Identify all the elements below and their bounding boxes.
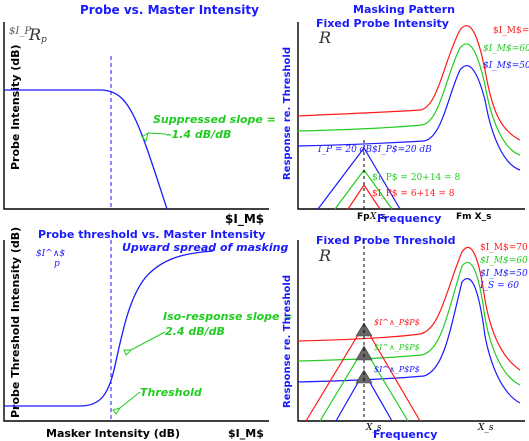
label-masker-50: $I_M$=50 — [483, 61, 529, 71]
label-masker-60: $I_M$=60 — [483, 44, 529, 54]
corner-label: $I_P — [9, 26, 31, 37]
fm-label: Fm X_s — [456, 212, 491, 222]
panel-probe-vs-masker: Probe vs. Master Intensity Probe Intensi… — [3, 3, 276, 227]
iso-slope-annotation: Iso-response slope = — [163, 310, 293, 323]
y-axis-label: Probe Intensity (dB) — [9, 44, 22, 170]
y-axis-label: Response re. Threshold — [282, 47, 293, 180]
annotation-leader — [147, 132, 167, 135]
spread-label: Upward spread of masking — [122, 241, 288, 254]
x-axis-symbol: $I_M$ — [228, 427, 264, 440]
probe-label-mid: $I_P$=20 dB — [372, 145, 432, 155]
corner-subscript: p — [54, 259, 60, 269]
slope-annotation: Suppressed slope = — [153, 113, 276, 126]
peak-marker-blue — [355, 369, 373, 384]
panel-title: Fixed Probe Threshold — [316, 234, 456, 247]
threshold-curve — [4, 250, 214, 407]
label-masker-50: $I_M$=50 — [480, 269, 528, 279]
probe-label-mid3: $I_P$ = 6+14 = 8 — [372, 189, 455, 199]
peak-label-green: $I^∧_P$P$ — [374, 343, 420, 352]
masker-curve-50 — [297, 277, 521, 404]
axes — [297, 240, 525, 422]
panel-title: Probe vs. Master Intensity — [80, 3, 259, 17]
panel-masking-fixed-probe-threshold: Fixed Probe Threshold Response re. Thres… — [282, 234, 528, 441]
masker-curve-60 — [297, 261, 521, 386]
iso-leader — [130, 331, 166, 351]
label-masker-70: $I_M$=70 — [480, 243, 528, 253]
annotation-arrowhead — [141, 131, 149, 142]
axes — [3, 22, 269, 210]
iso-slope-value: 2.4 dB/dB — [165, 325, 225, 338]
x-axis-label: $I_M$ — [225, 212, 264, 227]
label-masker-70: $I_M$=70 dB — [493, 26, 529, 36]
x-axis-label: Frequency — [373, 428, 437, 441]
x-axis-label: Masker Intensity (dB) — [46, 427, 180, 440]
panel-title: Fixed Probe Intensity — [316, 17, 449, 30]
xs-label: X_s — [369, 212, 386, 222]
panel-threshold-vs-masker: Probe threshold vs. Master Intensity Pro… — [3, 227, 293, 440]
axes — [297, 22, 525, 210]
y-axis-label: Probe Threshold Intensity (dB) — [9, 227, 22, 418]
xs-label: X_s — [365, 423, 382, 433]
corner-symbol: R — [318, 246, 331, 265]
label-masker-60: $I_M$=60 — [480, 256, 528, 266]
panel-masking-fixed-probe-intensity: Masking Pattern Fixed Probe Intensity Re… — [282, 3, 529, 225]
corner-label: $I^∧$ — [36, 249, 65, 259]
masker-curve-60 — [297, 43, 521, 156]
y-axis-label: Response re. Threshold — [282, 275, 293, 408]
xs-label-right: X_s — [477, 423, 494, 433]
masker-curve-70 — [297, 246, 521, 371]
masker-curve-70 — [297, 25, 521, 141]
threshold-label: Threshold — [140, 386, 202, 399]
panel-title: Probe threshold vs. Master Intensity — [38, 228, 265, 241]
peak-label-blue: $I^∧_P$P$ — [374, 365, 420, 374]
iso-arrowhead — [123, 349, 133, 356]
axes — [3, 240, 269, 422]
peak-label-red: $I^∧_P$P$ — [374, 318, 420, 327]
corner-symbol: R — [318, 28, 331, 47]
corner-symbol: R — [28, 25, 41, 44]
threshold-arrowhead — [112, 407, 122, 415]
probe-curve — [4, 89, 168, 210]
probe-label-mid2: $I_P$ = 20+14 = 8 — [372, 173, 461, 183]
fp-label: Fp — [357, 212, 370, 222]
panel-header: Masking Pattern — [353, 3, 455, 16]
masker-curve-50 — [297, 65, 521, 171]
corner-subscript: p — [41, 35, 47, 45]
x-axis-label: Frequency — [377, 212, 441, 225]
probe-label-left: I_P = 20 dB — [317, 145, 372, 155]
label-masker-level: I_S = 60 — [479, 281, 519, 291]
slope-value: –1.4 dB/dB — [166, 128, 231, 141]
threshold-leader — [119, 391, 141, 409]
